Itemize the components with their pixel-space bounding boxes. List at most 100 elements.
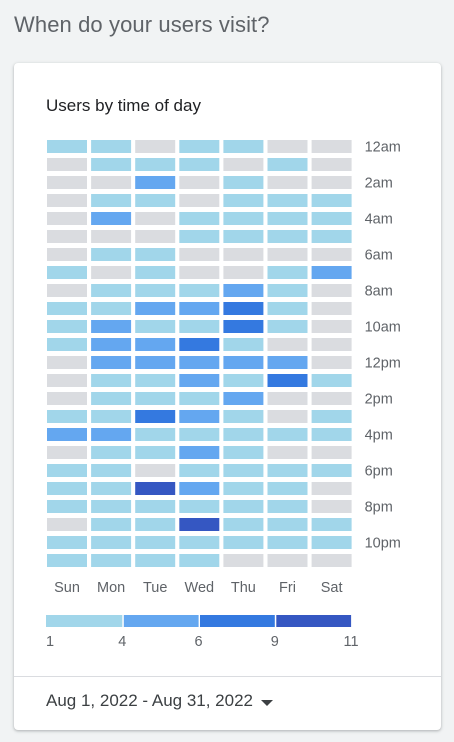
heatmap-cell <box>179 248 220 261</box>
y-tick-label: 12pm <box>365 356 401 372</box>
heatmap-cell <box>311 230 352 243</box>
date-range-label: Aug 1, 2022 - Aug 31, 2022 <box>46 691 254 710</box>
legend-tick-label: 4 <box>118 634 126 650</box>
heatmap-cell <box>47 464 87 477</box>
heatmap-cell <box>267 320 308 333</box>
heatmap-cell <box>179 176 220 189</box>
heatmap-cell <box>91 482 132 495</box>
heatmap-cell <box>311 554 352 567</box>
heatmap-cell <box>91 158 132 171</box>
x-tick-label: Mon <box>97 580 125 596</box>
heatmap-cell <box>311 410 352 423</box>
y-tick-label: 4pm <box>365 428 393 444</box>
heatmap-cell <box>47 392 87 405</box>
heatmap-cell <box>223 284 264 297</box>
heatmap-cell <box>135 464 176 477</box>
heatmap-cell <box>311 320 352 333</box>
legend-tick-label: 11 <box>343 634 358 650</box>
heatmap-cell <box>179 194 220 207</box>
heatmap-cell <box>179 230 220 243</box>
users-by-time-card: Users by time of day 12am 2am 4am 6am 8am 10a… <box>14 63 441 730</box>
heatmap-cell <box>179 320 220 333</box>
heatmap-cell <box>135 320 176 333</box>
card-divider <box>14 676 441 677</box>
heatmap-cell <box>179 158 220 171</box>
heatmap-cell <box>311 194 352 207</box>
heatmap-cell <box>179 536 220 549</box>
heatmap-cell <box>91 356 132 369</box>
heatmap-cell <box>47 140 87 153</box>
heatmap-cell <box>47 320 87 333</box>
heatmap-cell <box>135 176 176 189</box>
heatmap-cell <box>91 392 132 405</box>
legend-tick-label: 9 <box>271 634 279 650</box>
heatmap-cell <box>311 158 352 171</box>
heatmap-cell <box>179 554 220 567</box>
heatmap-cell <box>135 248 176 261</box>
heatmap-cell <box>135 446 176 459</box>
y-tick-label: 8pm <box>365 500 393 516</box>
heatmap-cell <box>135 536 176 549</box>
heatmap-cell <box>47 284 87 297</box>
date-range-picker[interactable]: Aug 1, 2022 - Aug 31, 2022 <box>46 691 274 711</box>
heatmap-cell <box>179 446 220 459</box>
heatmap-cell <box>311 518 352 531</box>
heatmap-cell <box>91 374 132 387</box>
heatmap-cell <box>267 230 308 243</box>
x-tick-label: Sat <box>321 580 343 596</box>
heatmap-cell <box>91 266 132 279</box>
heatmap-cell <box>267 284 308 297</box>
heatmap-cell <box>179 266 220 279</box>
heatmap-cell <box>135 518 176 531</box>
heatmap-cell <box>267 266 308 279</box>
heatmap-cell <box>223 392 264 405</box>
heatmap-cell <box>47 356 87 369</box>
heatmap-cell <box>91 302 132 315</box>
y-tick-label: 6pm <box>365 464 393 480</box>
heatmap-cell <box>311 374 352 387</box>
heatmap-cell <box>91 464 132 477</box>
heatmap-cell <box>267 356 308 369</box>
y-tick-label: 2am <box>365 176 393 192</box>
heatmap-cell <box>47 266 87 279</box>
heatmap-cell <box>311 266 352 279</box>
heatmap-cell <box>267 194 308 207</box>
heatmap-cell <box>311 338 352 351</box>
heatmap-cell <box>179 284 220 297</box>
heatmap-cell <box>47 230 87 243</box>
heatmap-cell <box>135 302 176 315</box>
heatmap-cell <box>223 356 264 369</box>
heatmap-cell <box>311 500 352 513</box>
heatmap-cell <box>223 338 264 351</box>
heatmap-cell <box>91 446 132 459</box>
legend-swatch <box>200 615 275 627</box>
heatmap-cell <box>91 338 132 351</box>
legend-swatch <box>123 615 199 627</box>
heatmap-cell <box>91 176 132 189</box>
heatmap-cell <box>223 536 264 549</box>
card-title: Users by time of day <box>46 96 201 115</box>
heatmap-cell <box>179 518 220 531</box>
heatmap-cell <box>135 554 176 567</box>
legend-tick-label: 1 <box>46 634 54 650</box>
heatmap-cell <box>47 446 87 459</box>
x-tick-label: Wed <box>185 580 215 596</box>
heatmap-chart: 12am 2am 4am 6am 8am 10am 12pm 2pm 4pm 6pm 8pm 10pm… <box>46 140 401 651</box>
heatmap-cell <box>179 302 220 315</box>
heatmap-cell <box>311 356 352 369</box>
y-tick-label: 4am <box>365 212 393 228</box>
heatmap-cell <box>223 194 264 207</box>
heatmap-cell <box>135 194 176 207</box>
heatmap-cell <box>47 338 87 351</box>
heatmap-cell <box>179 410 220 423</box>
heatmap-cell <box>47 176 87 189</box>
heatmap-cell <box>47 158 87 171</box>
heatmap-cell <box>267 392 308 405</box>
heatmap-cell <box>223 554 264 567</box>
heatmap-cell <box>223 410 264 423</box>
heatmap-cell <box>267 554 308 567</box>
heatmap-cell <box>135 284 176 297</box>
heatmap-cell <box>267 338 308 351</box>
heatmap-cell <box>47 302 87 315</box>
y-tick-label: 10am <box>365 320 401 336</box>
